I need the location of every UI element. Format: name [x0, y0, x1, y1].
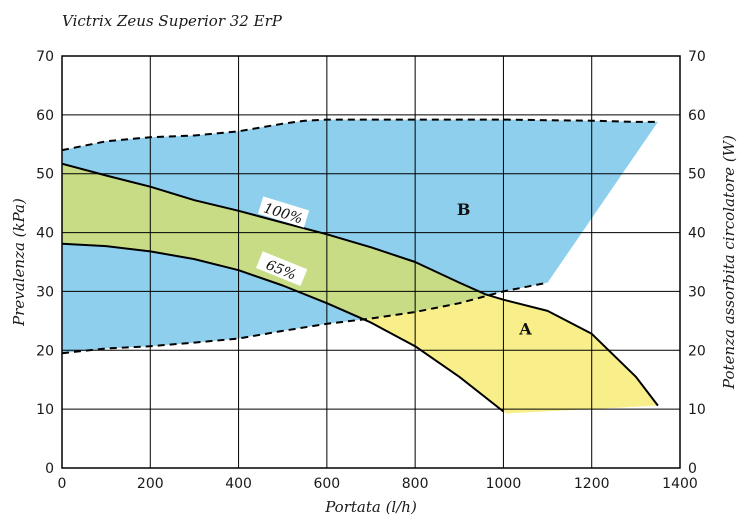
y-tick-label: 40	[36, 226, 54, 242]
y2-tick-label: 50	[688, 167, 706, 183]
y-tick-label: 10	[36, 402, 54, 418]
plot-frame	[61, 55, 681, 469]
x-axis-label: Portata (l/h)	[324, 498, 417, 516]
x-tick-label: 1200	[574, 476, 610, 492]
y2-tick-label: 30	[688, 284, 706, 300]
y-tick-label: 70	[36, 49, 54, 65]
curve-100	[62, 162, 659, 407]
chart-title: Victrix Zeus Superior 32 ErP	[62, 12, 282, 30]
y-axis-label: Prevalenza (kPa)	[10, 198, 28, 327]
curve-label-bg	[258, 196, 310, 228]
y2-tick-label: 70	[688, 49, 706, 65]
y-tick-label: 50	[36, 167, 54, 183]
curve-label-bg	[256, 251, 308, 286]
y-tick-label: 0	[45, 461, 54, 477]
y-tick-label: 60	[36, 108, 54, 124]
y2-tick-label: 40	[688, 226, 706, 242]
y2-tick-label: 10	[688, 402, 706, 418]
x-tick-label: 600	[313, 476, 340, 492]
y-tick-label: 30	[36, 284, 54, 300]
y2-axis-label: Potenza assorbita circolatore (W)	[720, 135, 738, 390]
x-tick-label: 400	[225, 476, 252, 492]
power-min-curve	[62, 281, 548, 355]
x-tick-label: 1400	[662, 476, 698, 492]
x-tick-label: 0	[58, 476, 67, 492]
region-label-a: A	[518, 319, 532, 338]
region-b-fill	[62, 119, 658, 354]
x-tick-label: 1000	[486, 476, 522, 492]
y2-tick-label: 60	[688, 108, 706, 124]
region-label-b: B	[457, 200, 471, 219]
y2-tick-label: 20	[688, 343, 706, 359]
x-tick-label: 200	[137, 476, 164, 492]
curve-65	[62, 242, 505, 413]
y-tick-label: 20	[36, 343, 54, 359]
x-tick-label: 800	[402, 476, 429, 492]
power-max-curve	[62, 118, 658, 152]
y2-tick-label: 0	[688, 461, 697, 477]
